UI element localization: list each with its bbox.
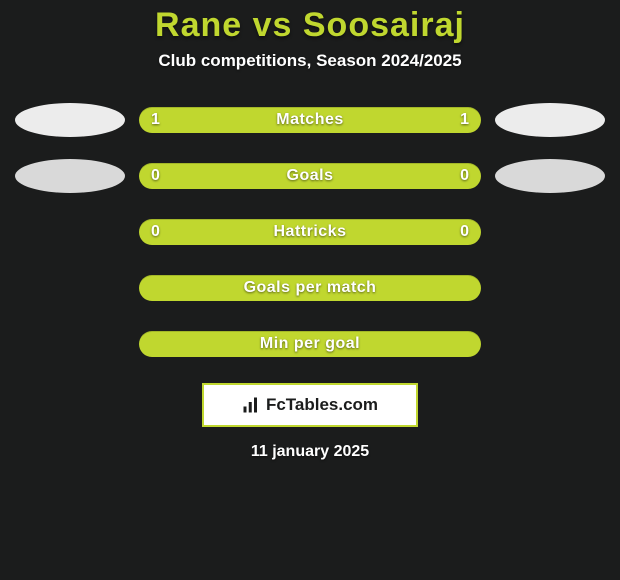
brand-text: FcTables.com (266, 395, 378, 415)
stat-rows: 1 Matches 1 0 Goals 0 0 Hattricks 0 Goals per mat… (0, 103, 620, 361)
player-left-marker (15, 103, 125, 137)
bar-chart-icon (242, 396, 260, 414)
stat-label: Min per goal (260, 335, 360, 353)
player-right-marker (495, 103, 605, 137)
player-left-marker (15, 159, 125, 193)
stat-row: Goals per match (0, 271, 620, 305)
page-title: Rane vs Soosairaj (0, 0, 620, 45)
stat-left-value (139, 275, 163, 301)
stat-row: 0 Goals 0 (0, 159, 620, 193)
stat-label: Goals (287, 167, 334, 185)
stat-bar: Min per goal (139, 331, 481, 357)
brand-badge: FcTables.com (202, 383, 418, 427)
stat-label: Goals per match (244, 279, 377, 297)
stat-right-value: 0 (448, 163, 481, 189)
footer-date: 11 january 2025 (0, 443, 620, 461)
stat-left-value: 1 (139, 107, 172, 133)
page-subtitle: Club competitions, Season 2024/2025 (0, 51, 620, 71)
comparison-card: Rane vs Soosairaj Club competitions, Sea… (0, 0, 620, 580)
stat-right-value: 1 (448, 107, 481, 133)
stat-row: 0 Hattricks 0 (0, 215, 620, 249)
stat-right-value (457, 331, 481, 357)
stat-right-value: 0 (448, 219, 481, 245)
player-right-marker (495, 159, 605, 193)
stat-label: Hattricks (274, 223, 347, 241)
stat-row: 1 Matches 1 (0, 103, 620, 137)
stat-bar: 0 Hattricks 0 (139, 219, 481, 245)
stat-bar: Goals per match (139, 275, 481, 301)
stat-left-value: 0 (139, 219, 172, 245)
stat-left-value: 0 (139, 163, 172, 189)
stat-row: Min per goal (0, 327, 620, 361)
stat-left-value (139, 331, 163, 357)
stat-right-value (457, 275, 481, 301)
stat-bar: 0 Goals 0 (139, 163, 481, 189)
stat-label: Matches (276, 111, 344, 129)
stat-bar: 1 Matches 1 (139, 107, 481, 133)
